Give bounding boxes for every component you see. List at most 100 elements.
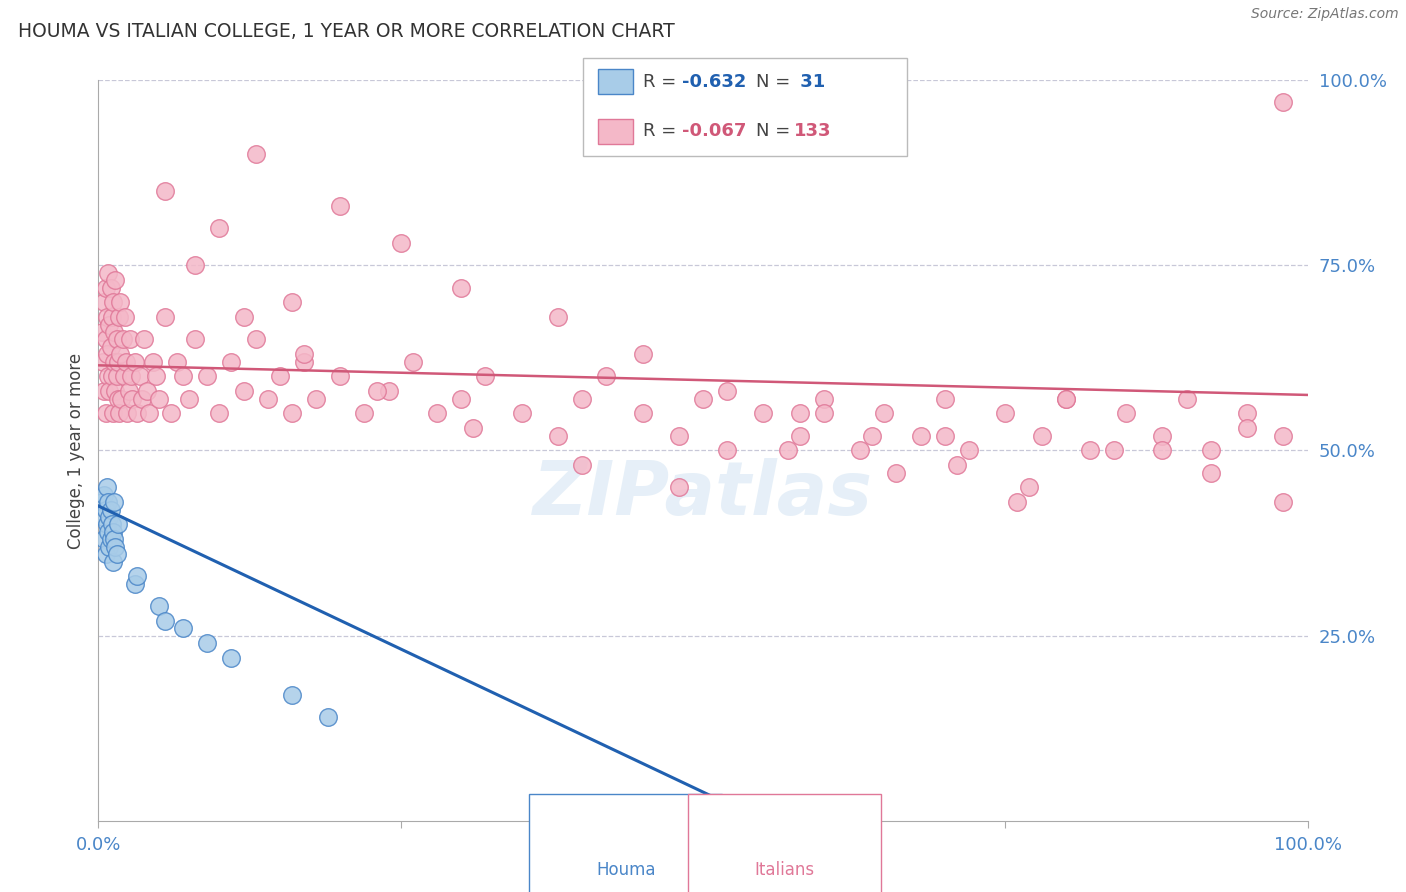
Point [101,524,124,539]
Point [474,369,496,384]
Point [135,384,157,399]
Point [148,599,170,613]
Point [692,392,714,406]
Point [245,332,267,346]
Point [934,392,956,406]
Point [668,480,690,494]
Point [105,369,128,384]
Point [1102,443,1125,458]
Point [97,369,120,384]
Point [1031,428,1053,442]
Point [1054,392,1077,406]
Point [389,236,412,251]
Point [934,428,956,442]
Point [94,547,117,561]
Point [100,280,122,294]
Point [91,354,114,368]
Point [184,332,207,346]
Text: Source: ZipAtlas.com: Source: ZipAtlas.com [1251,7,1399,21]
Point [1272,428,1295,442]
Point [910,428,932,442]
Point [153,184,176,198]
Point [1115,407,1137,421]
Point [547,428,569,442]
Point [100,517,122,532]
Point [994,407,1017,421]
Point [184,259,207,273]
Point [93,488,115,502]
Point [104,540,127,554]
Point [148,392,170,406]
Point [305,392,328,406]
Point [138,407,160,421]
Point [1199,466,1222,480]
Point [91,325,114,339]
Point [195,636,218,650]
Point [96,480,118,494]
Point [100,369,122,384]
Point [101,555,124,569]
Point [1018,480,1040,494]
Point [153,614,176,628]
Point [115,354,138,368]
Point [1236,407,1258,421]
Y-axis label: College, 1 year or more: College, 1 year or more [66,352,84,549]
Point [160,407,183,421]
Point [329,199,352,213]
Point [450,392,472,406]
Point [172,369,194,384]
Point [91,510,114,524]
Point [98,510,121,524]
Point [631,407,654,421]
Point [426,407,449,421]
Point [353,407,375,421]
Text: R =: R = [643,122,682,140]
Text: Houma: Houma [596,861,655,879]
Point [104,273,127,287]
Point [94,280,117,294]
Point [94,407,117,421]
Point [450,280,472,294]
Point [166,354,188,368]
Point [1054,392,1077,406]
Point [100,310,122,325]
Text: ZIPatlas: ZIPatlas [533,458,873,532]
Point [232,384,254,399]
Point [789,428,811,442]
Point [366,384,388,399]
Point [108,407,131,421]
Text: 133: 133 [794,122,832,140]
Point [1007,495,1029,509]
Point [813,407,835,421]
Text: R =: R = [643,73,682,91]
Point [103,325,125,339]
Point [100,340,122,354]
Point [886,466,908,480]
Point [377,384,399,399]
Point [256,392,278,406]
Point [269,369,291,384]
Point [1152,428,1174,442]
Point [91,495,114,509]
Point [153,310,176,325]
Point [101,295,124,310]
Point [98,384,121,399]
Point [96,310,118,325]
Point [716,384,738,399]
Point [1078,443,1101,458]
Point [118,332,141,346]
Text: 31: 31 [794,73,825,91]
Text: Italians: Italians [755,861,814,879]
Point [172,621,194,635]
Point [100,502,122,516]
Point [776,443,799,458]
Point [131,392,153,406]
Point [117,407,139,421]
Point [668,428,690,442]
Point [97,495,120,509]
Point [860,428,883,442]
Point [232,310,254,325]
Point [245,147,267,161]
Point [100,533,122,547]
Point [208,407,231,421]
